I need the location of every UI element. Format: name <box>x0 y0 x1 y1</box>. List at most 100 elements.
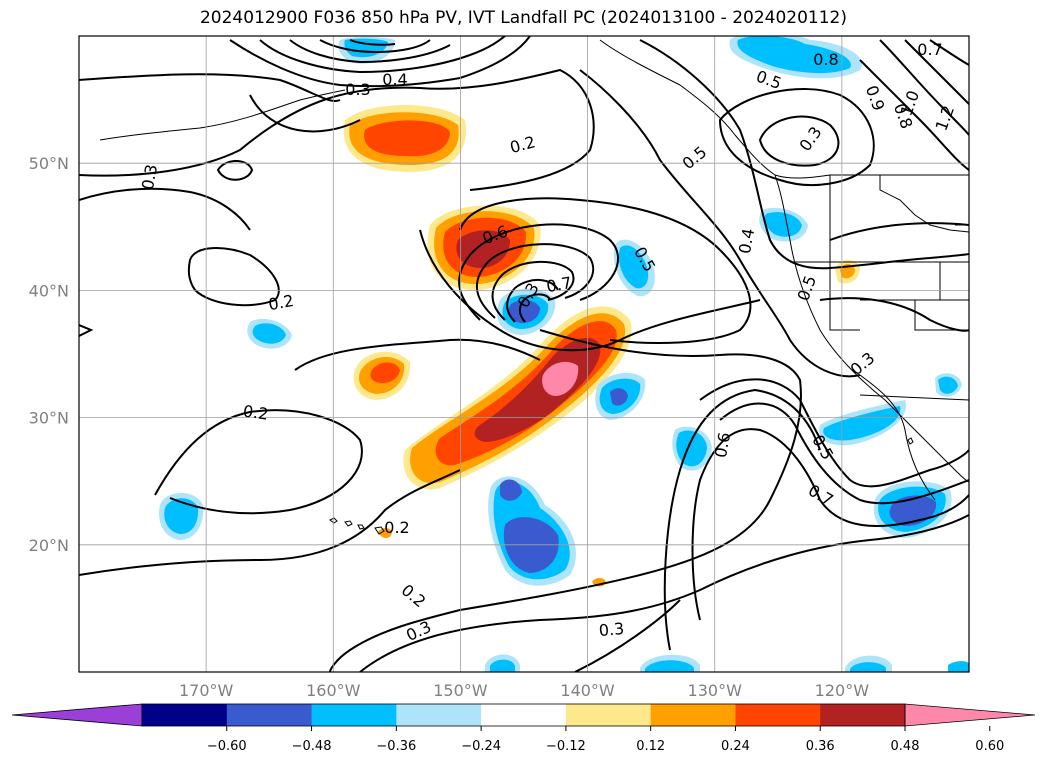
contour-label: 0.3 <box>847 348 879 379</box>
contour-label: 0.3 <box>138 163 161 191</box>
colorbar-segment <box>226 704 313 726</box>
contour-line <box>904 39 969 105</box>
contour-line <box>719 402 969 505</box>
contour-line <box>79 73 341 102</box>
pv-positive-region <box>364 120 450 157</box>
coastlines <box>99 39 969 535</box>
contour-line <box>359 514 969 672</box>
colorbar-segment <box>735 704 821 726</box>
coastline <box>599 39 969 179</box>
lon-tick-label: 120°W <box>815 681 870 700</box>
colorbar-extend-high <box>904 703 1036 727</box>
contour-line <box>663 388 821 651</box>
pv-negative-region <box>618 245 649 289</box>
latitude-labels: 20°N 30°N 40°N 50°N <box>29 154 69 555</box>
contour-line <box>229 36 531 88</box>
contour-line <box>349 39 396 46</box>
contour-line <box>506 279 559 323</box>
contour-line <box>79 68 595 191</box>
pv-positive-region <box>370 362 400 384</box>
lon-tick-label: 170°W <box>179 681 234 700</box>
contour-line <box>459 197 752 344</box>
contour-label: 0.3 <box>598 619 625 640</box>
pv-negative-region <box>610 388 628 406</box>
contour-line <box>319 39 431 54</box>
contour-label: 0.4 <box>382 70 407 89</box>
contour-line <box>491 260 575 321</box>
ivt-contours <box>79 36 969 672</box>
coastline <box>774 174 969 483</box>
colorbar-segment <box>565 704 652 726</box>
pv-negative-region <box>938 376 958 394</box>
colorbar-tick-label: −0.12 <box>546 739 586 754</box>
map-frame <box>78 35 970 673</box>
colorbar-tick-label: −0.48 <box>292 739 332 754</box>
contour-label: 0.2 <box>267 291 295 314</box>
contour-line <box>249 94 361 133</box>
colorbar: −0.60 −0.48 −0.36 −0.24 −0.12 0.12 0.24 0.36 0.4… <box>11 703 1036 754</box>
contour-line <box>699 378 969 488</box>
island <box>907 437 914 445</box>
pv-negative-region <box>764 212 802 237</box>
state-border <box>829 175 860 331</box>
contour-label: 0.4 <box>735 227 758 255</box>
colorbar-tick-label: −0.24 <box>461 739 501 754</box>
contour-label: 0.7 <box>545 273 573 296</box>
contour-line <box>929 39 969 66</box>
contour-label: 0.5 <box>679 142 711 173</box>
contour-line <box>294 338 541 371</box>
contour-label: 1.0 <box>897 88 924 118</box>
colorbar-tick-label: 0.24 <box>721 739 750 754</box>
contour-label: 0.8 <box>813 50 838 69</box>
contour-line <box>216 160 254 181</box>
contour-label: 1.2 <box>932 103 959 133</box>
contour-line <box>187 247 280 307</box>
colorbar-tick-label: 0.48 <box>891 739 920 754</box>
contour-label: 0.3 <box>345 80 370 99</box>
contour-label: 0.9 <box>862 83 889 113</box>
lat-tick-label: 30°N <box>29 409 69 428</box>
longitude-labels: 170°W 160°W 150°W 140°W 130°W 120°W <box>179 681 869 700</box>
pv-positive-region <box>456 230 510 268</box>
contour-line <box>419 229 761 352</box>
pv-negative-region <box>252 323 286 344</box>
colorbar-tick-label: −0.36 <box>376 739 416 754</box>
contour-line <box>458 223 620 321</box>
contour-line <box>829 222 969 241</box>
contour-label: 0.5 <box>794 273 821 303</box>
contour-line <box>691 428 969 621</box>
contour-label: 0.2 <box>508 132 538 157</box>
contour-line <box>718 88 875 186</box>
contour-label: 0.2 <box>242 401 270 423</box>
pv-negative-region <box>737 36 851 74</box>
pv-negative-region <box>948 661 969 672</box>
pv-negative-region <box>500 479 522 501</box>
contour-label: 0.6 <box>711 431 734 459</box>
lat-tick-label: 20°N <box>29 536 69 555</box>
colorbar-segment <box>650 704 736 726</box>
colorbar-tick-label: −0.60 <box>207 739 247 754</box>
lon-tick-label: 130°W <box>688 681 743 700</box>
lon-tick-label: 150°W <box>433 681 488 700</box>
pv-negative-region <box>490 659 515 672</box>
contour-line <box>574 599 681 672</box>
contour-line <box>475 243 595 319</box>
contour-line <box>518 293 551 323</box>
colorbar-segment <box>820 704 906 726</box>
contour-line <box>879 39 969 136</box>
lat-tick-label: 50°N <box>29 154 69 173</box>
colorbar-segment <box>311 704 397 726</box>
contour-line <box>758 115 840 167</box>
contour-label: 0.2 <box>384 518 409 537</box>
pv-negative-region <box>164 498 199 534</box>
coastline <box>99 89 346 141</box>
colorbar-outline <box>141 703 906 727</box>
pv-positive-region <box>378 527 392 539</box>
graticule <box>79 36 969 672</box>
pv-negative-region <box>508 300 540 324</box>
pv-negative-region <box>850 662 886 672</box>
contour-label: 0.7 <box>805 481 837 510</box>
colorbar-segment <box>481 704 567 726</box>
map-title: 2024012900 F036 850 hPa PV, IVT Landfall… <box>199 8 847 28</box>
